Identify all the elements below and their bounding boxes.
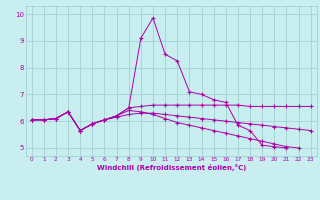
X-axis label: Windchill (Refroidissement éolien,°C): Windchill (Refroidissement éolien,°C) (97, 164, 246, 171)
